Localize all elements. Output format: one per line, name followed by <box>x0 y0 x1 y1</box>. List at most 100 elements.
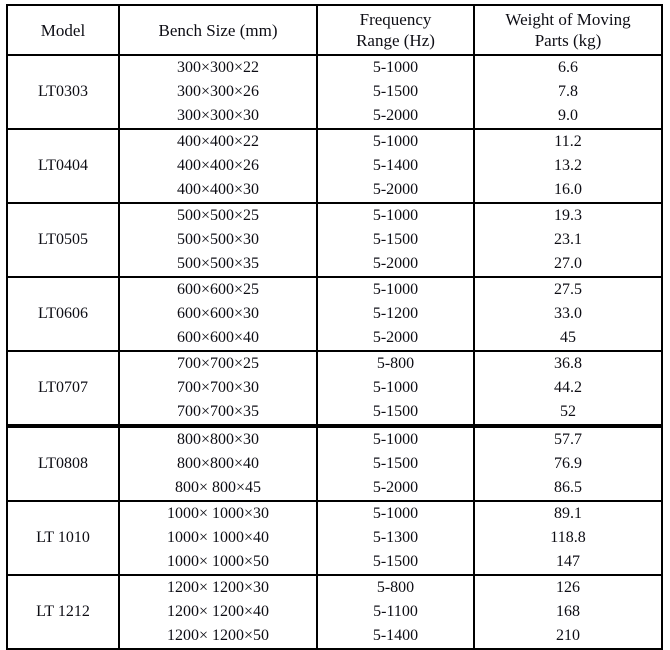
frequency-value: 5-2000 <box>372 479 419 496</box>
bench-size-cell: 1200× 1200×30 1200× 1200×40 1200× 1200×5… <box>118 574 318 650</box>
weight-value: 13.2 <box>554 157 582 174</box>
header-bench-size: Bench Size (mm) <box>118 4 318 56</box>
weight-value: 126 <box>556 579 580 596</box>
frequency-cell: 5-1000 5-1200 5-2000 <box>316 276 475 352</box>
frequency-cell: 5-1000 5-1400 5-2000 <box>316 128 475 204</box>
bench-size-value: 300×300×22 <box>176 59 260 76</box>
bench-size-cell: 700×700×25 700×700×30 700×700×35 <box>118 350 318 427</box>
bench-size-value: 500×500×25 <box>176 207 260 224</box>
weight-value: 7.8 <box>558 83 578 100</box>
bench-size-cell: 600×600×25 600×600×30 600×600×40 <box>118 276 318 352</box>
weight-cell: 19.3 23.1 27.0 <box>473 202 663 278</box>
bench-size-value: 400×400×22 <box>176 133 260 150</box>
spec-table: Model Bench Size (mm) Frequency Range (H… <box>6 4 663 650</box>
frequency-value: 5-1500 <box>372 553 419 570</box>
header-weight: Weight of Moving Parts (kg) <box>473 4 663 56</box>
table-row-lt1212: LT 1212 1200× 1200×30 1200× 1200×40 1200… <box>6 574 663 650</box>
frequency-value: 5-1000 <box>372 207 419 224</box>
bench-size-value: 1000× 1000×30 <box>166 505 270 522</box>
frequency-value: 5-1500 <box>372 403 419 420</box>
frequency-value: 5-2000 <box>372 181 419 198</box>
bench-size-value: 400×400×26 <box>176 157 260 174</box>
table-row-lt1010: LT 1010 1000× 1000×30 1000× 1000×40 1000… <box>6 500 663 576</box>
model-cell: LT0808 <box>6 424 120 502</box>
frequency-value: 5-1300 <box>372 529 419 546</box>
table-row-lt0606: LT0606 600×600×25 600×600×30 600×600×40 … <box>6 276 663 352</box>
weight-value: 89.1 <box>554 505 582 522</box>
frequency-value: 5-800 <box>376 355 415 372</box>
frequency-value: 5-1000 <box>372 133 419 150</box>
weight-value: 36.8 <box>554 355 582 372</box>
weight-value: 27.0 <box>554 255 582 272</box>
frequency-value: 5-1000 <box>372 281 419 298</box>
weight-cell: 57.7 76.9 86.5 <box>473 424 663 502</box>
weight-cell: 11.2 13.2 16.0 <box>473 128 663 204</box>
bench-size-value: 600×600×25 <box>176 281 260 298</box>
weight-value: 33.0 <box>554 305 582 322</box>
bench-size-value: 600×600×30 <box>176 305 260 322</box>
bench-size-value: 800×800×30 <box>176 431 260 448</box>
weight-value: 11.2 <box>554 133 582 150</box>
model-cell: LT0707 <box>6 350 120 427</box>
model-cell: LT0404 <box>6 128 120 204</box>
model-cell: LT 1010 <box>6 500 120 576</box>
frequency-cell: 5-1000 5-1300 5-1500 <box>316 500 475 576</box>
weight-value: 118.8 <box>550 529 586 546</box>
frequency-value: 5-1500 <box>372 455 419 472</box>
table-row-lt0505: LT0505 500×500×25 500×500×30 500×500×35 … <box>6 202 663 278</box>
weight-value: 86.5 <box>554 479 582 496</box>
bench-size-value: 1000× 1000×50 <box>166 553 270 570</box>
frequency-value: 5-1500 <box>372 83 419 100</box>
weight-cell: 6.6 7.8 9.0 <box>473 54 663 130</box>
model-cell: LT0505 <box>6 202 120 278</box>
bench-size-value: 1000× 1000×40 <box>166 529 270 546</box>
weight-value: 44.2 <box>554 379 582 396</box>
bench-size-value: 1200× 1200×50 <box>166 627 270 644</box>
model-cell: LT 1212 <box>6 574 120 650</box>
weight-cell: 89.1 118.8 147 <box>473 500 663 576</box>
frequency-value: 5-1000 <box>372 505 419 522</box>
bench-size-value: 500×500×30 <box>176 231 260 248</box>
frequency-value: 5-1400 <box>372 157 419 174</box>
bench-size-value: 1200× 1200×40 <box>166 603 270 620</box>
header-frequency-range: Frequency Range (Hz) <box>316 4 475 56</box>
weight-value: 16.0 <box>554 181 582 198</box>
bench-size-value: 300×300×26 <box>176 83 260 100</box>
model-cell: LT0606 <box>6 276 120 352</box>
frequency-cell: 5-1000 5-1500 5-2000 <box>316 202 475 278</box>
bench-size-value: 800× 800×45 <box>174 479 262 496</box>
frequency-cell: 5-1000 5-1500 5-2000 <box>316 54 475 130</box>
table-row-lt0707: LT0707 700×700×25 700×700×30 700×700×35 … <box>6 350 663 427</box>
frequency-cell: 5-800 5-1000 5-1500 <box>316 350 475 427</box>
frequency-value: 5-2000 <box>372 107 419 124</box>
weight-value: 147 <box>556 553 580 570</box>
weight-value: 45 <box>560 329 576 346</box>
frequency-value: 5-1100 <box>373 603 418 620</box>
table-row-lt0303: LT0303 300×300×22 300×300×26 300×300×30 … <box>6 54 663 130</box>
weight-value: 168 <box>556 603 580 620</box>
frequency-value: 5-800 <box>376 579 415 596</box>
bench-size-cell: 800×800×30 800×800×40 800× 800×45 <box>118 424 318 502</box>
frequency-value: 5-1400 <box>372 627 419 644</box>
frequency-value: 5-2000 <box>372 329 419 346</box>
weight-cell: 27.5 33.0 45 <box>473 276 663 352</box>
weight-value: 23.1 <box>554 231 582 248</box>
frequency-value: 5-1200 <box>372 305 419 322</box>
weight-value: 210 <box>556 627 580 644</box>
bench-size-value: 500×500×35 <box>176 255 260 272</box>
bench-size-value: 700×700×35 <box>176 403 260 420</box>
frequency-cell: 5-1000 5-1500 5-2000 <box>316 424 475 502</box>
frequency-value: 5-1000 <box>372 431 419 448</box>
bench-size-value: 700×700×25 <box>176 355 260 372</box>
frequency-cell: 5-800 5-1100 5-1400 <box>316 574 475 650</box>
frequency-value: 5-1500 <box>372 231 419 248</box>
header-row: Model Bench Size (mm) Frequency Range (H… <box>6 4 663 56</box>
bench-size-cell: 400×400×22 400×400×26 400×400×30 <box>118 128 318 204</box>
bench-size-value: 600×600×40 <box>176 329 260 346</box>
table-row-lt0808: LT0808 800×800×30 800×800×40 800× 800×45… <box>6 424 663 502</box>
bench-size-cell: 300×300×22 300×300×26 300×300×30 <box>118 54 318 130</box>
frequency-value: 5-1000 <box>372 379 419 396</box>
model-cell: LT0303 <box>6 54 120 130</box>
header-model: Model <box>6 4 120 56</box>
